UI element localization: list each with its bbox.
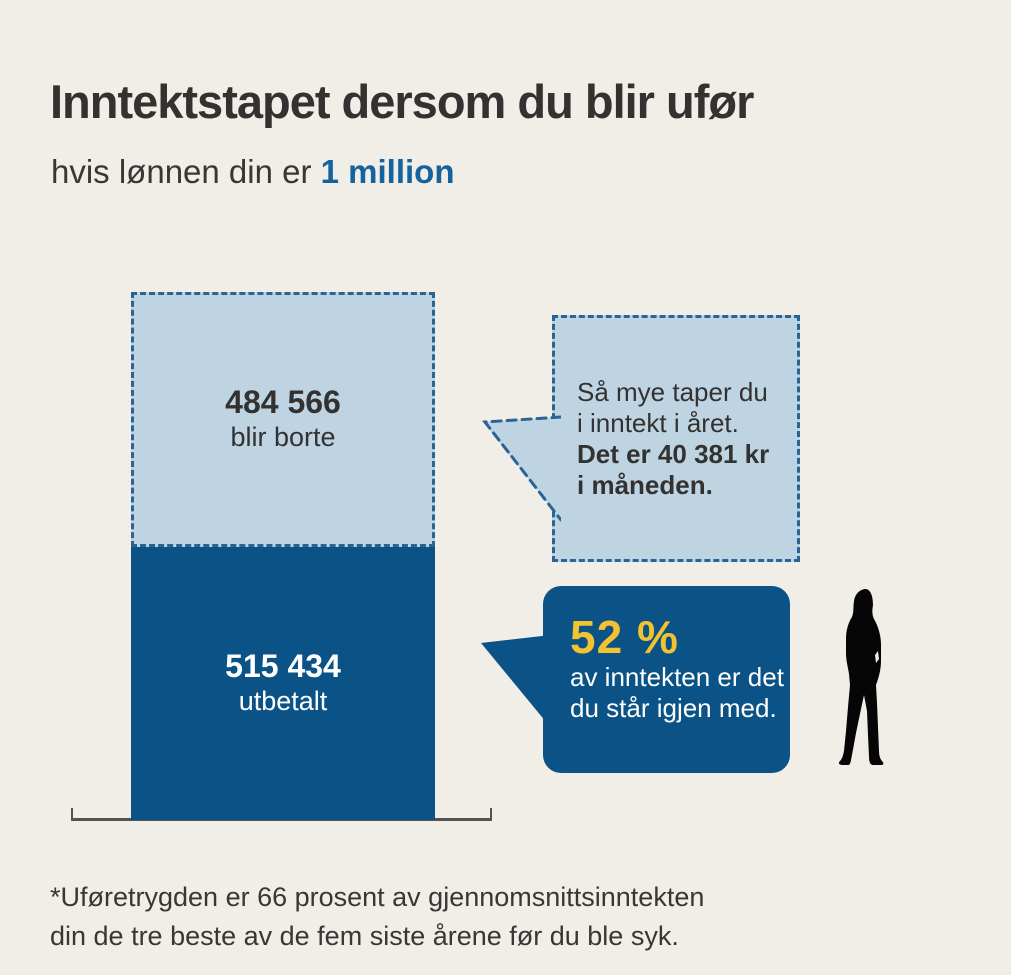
page-subtitle: hvis lønnen din er 1 million bbox=[51, 153, 455, 191]
subtitle-amount-highlight: 1 million bbox=[320, 153, 455, 190]
footnote: *Uføretrygden er 66 prosent av gjennomsn… bbox=[50, 878, 704, 956]
keep-percent: 52 % bbox=[570, 611, 679, 663]
loss-bubble-line1: Så mye taper du bbox=[577, 377, 768, 407]
lost-value: 484 566 bbox=[225, 383, 341, 420]
footnote-line1: *Uføretrygden er 66 prosent av gjennomsn… bbox=[50, 882, 705, 912]
paid-label: utbetalt bbox=[238, 686, 328, 717]
loss-speech-bubble: Så mye taper du i inntekt i året. Det er… bbox=[482, 315, 800, 562]
keep-line1: av inntekten er det bbox=[570, 662, 784, 692]
paid-value: 515 434 bbox=[225, 647, 341, 684]
loss-bubble-line4: i måneden. bbox=[577, 470, 713, 500]
lost-label: blir borte bbox=[230, 422, 336, 453]
footnote-line2: din de tre beste av de fem siste årene f… bbox=[50, 921, 679, 951]
person-silhouette-icon bbox=[838, 589, 884, 765]
bar-segment-paid: 515 434 utbetalt bbox=[131, 547, 435, 820]
loss-bubble-line3: Det er 40 381 kr bbox=[577, 439, 770, 469]
subtitle-text: hvis lønnen din er bbox=[51, 153, 321, 190]
page-title: Inntektstapet dersom du blir ufør bbox=[50, 75, 754, 128]
income-stacked-bar: 484 566 blir borte 515 434 utbetalt bbox=[131, 292, 435, 820]
loss-bubble-line2: i inntekt i året. bbox=[577, 408, 739, 438]
keep-line2: du står igjen med. bbox=[570, 693, 777, 723]
keep-speech-bubble: 52 % av inntekten er det du står igjen m… bbox=[481, 586, 790, 773]
keep-bubble-tail-icon bbox=[481, 635, 551, 728]
loss-bubble-tail-icon bbox=[482, 415, 561, 522]
bar-segment-lost: 484 566 blir borte bbox=[131, 292, 435, 547]
